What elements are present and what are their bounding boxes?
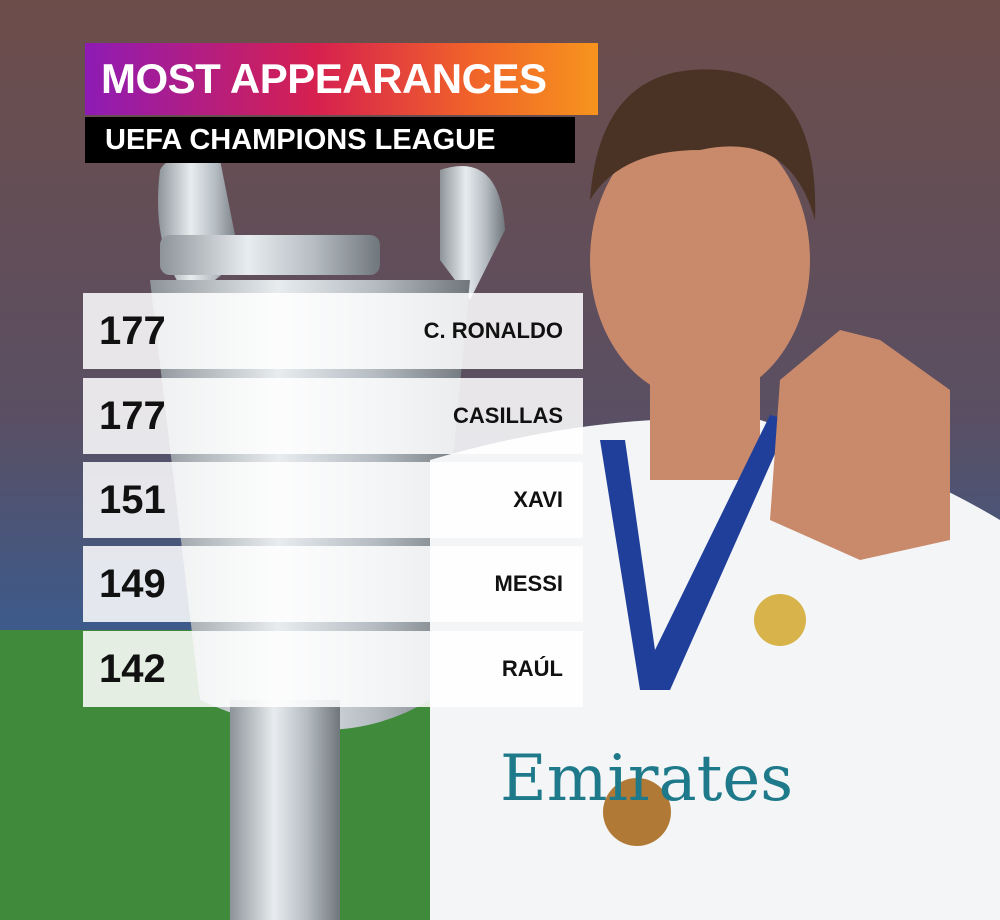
table-row: 177 CASILLAS bbox=[83, 378, 583, 454]
table-row: 142 RAÚL bbox=[83, 631, 583, 707]
player-name: CASILLAS bbox=[453, 403, 563, 428]
player-name: C. RONALDO bbox=[423, 318, 563, 343]
appearances: 177 bbox=[99, 394, 166, 438]
title-banner: MOST APPEARANCES bbox=[85, 43, 598, 115]
table-row: 177 C. RONALDO bbox=[83, 293, 583, 369]
player-name: XAVI bbox=[513, 487, 563, 512]
player-name: MESSI bbox=[494, 571, 563, 596]
subtitle-banner: UEFA CHAMPIONS LEAGUE bbox=[85, 117, 575, 163]
appearances: 151 bbox=[99, 478, 166, 522]
table-row: 149 MESSI bbox=[83, 546, 583, 622]
table-row: 151 XAVI bbox=[83, 462, 583, 538]
svg-text:Emirates: Emirates bbox=[500, 742, 793, 816]
appearances: 142 bbox=[99, 647, 166, 691]
appearances: 149 bbox=[99, 562, 166, 606]
appearances: 177 bbox=[99, 309, 166, 353]
player-name: RAÚL bbox=[501, 656, 563, 681]
